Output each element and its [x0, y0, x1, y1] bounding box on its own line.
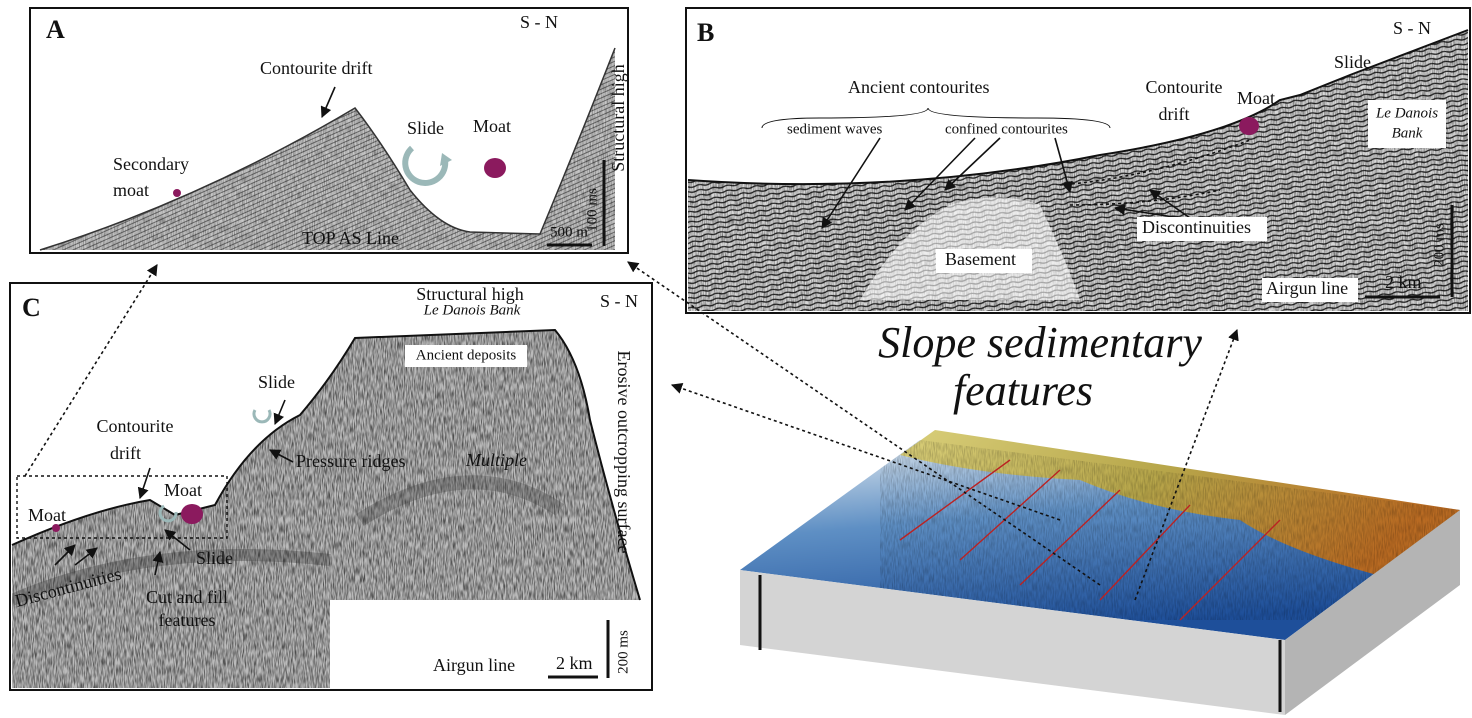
- label-structural-high: Structural high: [416, 284, 523, 304]
- label-sediment-waves: sediment waves: [787, 121, 883, 137]
- line-name: TOP AS Line: [302, 228, 399, 248]
- label-confined-contourites: confined contourites: [945, 121, 1068, 137]
- label-slide: Slide: [258, 372, 295, 392]
- label-moat: Moat: [473, 116, 511, 136]
- orientation: S - N: [1393, 18, 1431, 38]
- label-contourite-drift: Contourite drift: [260, 58, 372, 78]
- label-structural-high: Structural high: [608, 64, 628, 171]
- figure-title: Slope sedimentary: [878, 318, 1202, 367]
- label-slide: Slide: [1334, 52, 1371, 72]
- line-name: Airgun line: [1266, 278, 1348, 298]
- label-basement: Basement: [945, 249, 1016, 269]
- label-le-danois-bank: Le Danois Bank: [423, 302, 521, 318]
- label-slide: Slide: [407, 118, 444, 138]
- scale-vertical: 200 ms: [1431, 223, 1447, 267]
- label-multiple: Multiple: [465, 450, 527, 470]
- block-diagram: [740, 420, 1470, 715]
- figure: A S - N Contourite drift Slide Moat Seco…: [0, 0, 1472, 718]
- orientation: S - N: [520, 12, 558, 32]
- orientation: S - N: [600, 291, 638, 311]
- label-le-danois-bank: Le Danois: [1375, 105, 1438, 121]
- figure-title: features: [953, 366, 1093, 415]
- panel-label: B: [697, 18, 714, 47]
- label-contourite-drift: drift: [110, 443, 141, 463]
- label-ancient-deposits: Ancient deposits: [416, 347, 517, 363]
- label-pressure-ridges: Pressure ridges: [296, 451, 405, 471]
- label-contourite-drift: Contourite: [1146, 77, 1223, 97]
- scale-vertical: 200 ms: [615, 630, 631, 674]
- label-le-danois-bank: Bank: [1392, 125, 1423, 141]
- label-ancient-contourites: Ancient contourites: [848, 77, 989, 97]
- label-secondary-moat: Secondary: [113, 154, 189, 174]
- panel-c: C S - N Structural high Le Danois Bank A…: [10, 283, 652, 690]
- label-contourite-drift: Contourite: [97, 416, 174, 436]
- panel-a: A S - N Contourite drift Slide Moat Seco…: [30, 8, 628, 253]
- label-moat: Moat: [28, 505, 66, 525]
- line-name: Airgun line: [433, 655, 515, 675]
- scale-horizontal: 500 m: [550, 224, 588, 240]
- label-slide: Slide: [196, 548, 233, 568]
- label-contourite-drift: drift: [1159, 104, 1190, 124]
- label-cut-and-fill: Cut and fill: [146, 587, 228, 607]
- label-erosive-surface: Erosive outcropping surface: [614, 351, 634, 554]
- label-secondary-moat: moat: [113, 180, 149, 200]
- scale-horizontal: 2 km: [1385, 272, 1422, 292]
- panel-b: B S - N Slide Le Danois Bank Ancient con…: [686, 8, 1470, 313]
- panel-label: A: [46, 15, 65, 44]
- label-discontinuities: Discontinuities: [1142, 217, 1251, 237]
- scale-horizontal: 2 km: [556, 653, 593, 673]
- label-cut-and-fill: features: [159, 610, 216, 630]
- label-moat: Moat: [164, 480, 202, 500]
- label-moat: Moat: [1237, 88, 1275, 108]
- panel-label: C: [22, 293, 41, 322]
